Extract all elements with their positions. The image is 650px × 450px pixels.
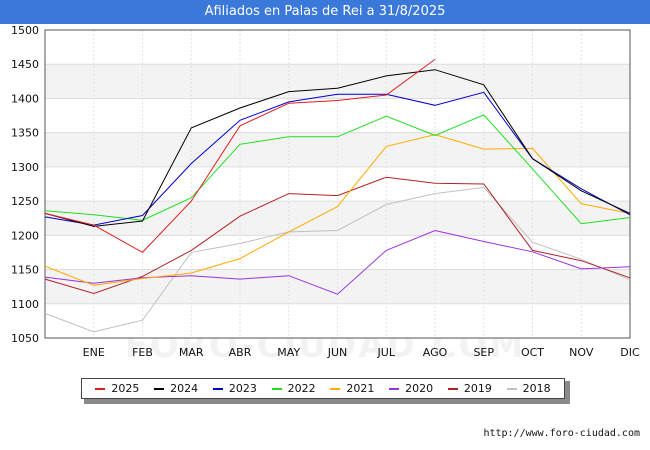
legend-label: 2021 <box>346 382 375 395</box>
legend-label: 2025 <box>111 382 140 395</box>
source-url: http://www.foro-ciudad.com <box>483 428 640 439</box>
legend-label: 2020 <box>405 382 434 395</box>
plot-frame <box>44 29 631 339</box>
legend-item-2018: 2018 <box>506 382 551 395</box>
legend-swatch <box>389 387 400 390</box>
y-tick-label: 1500 <box>11 24 39 37</box>
legend-swatch <box>506 387 517 390</box>
x-tick-label: AGO <box>423 346 448 359</box>
legend-swatch <box>212 387 223 390</box>
series-line-2025 <box>44 58 436 254</box>
grid-band <box>45 132 630 167</box>
x-tick-label: JUN <box>327 346 348 359</box>
x-tick-label: OCT <box>521 346 544 359</box>
legend-swatch <box>154 387 165 390</box>
y-tick-label: 1350 <box>11 127 39 140</box>
legend: 2025 2024 2023 2022 2021 2020 2019 2018 <box>81 378 565 399</box>
y-tick-label: 1050 <box>11 332 39 345</box>
x-tick-label: ABR <box>229 346 252 359</box>
x-tick-label: FEB <box>132 346 153 359</box>
y-tick-label: 1200 <box>11 229 39 242</box>
legend-item-2020: 2020 <box>389 382 433 395</box>
y-tick-label: 1450 <box>11 58 39 71</box>
legend-label: 2019 <box>463 382 492 395</box>
legend-item-2022: 2022 <box>271 382 316 395</box>
legend-swatch <box>330 387 341 390</box>
legend-swatch <box>271 387 282 390</box>
series-line-2020 <box>44 229 631 295</box>
x-tick-label: MAY <box>277 346 300 359</box>
grid-band <box>45 64 630 99</box>
legend-label: 2018 <box>522 382 551 395</box>
legend-label: 2022 <box>287 382 316 395</box>
x-tick-label: NOV <box>569 346 594 359</box>
y-tick-label: 1100 <box>11 298 39 311</box>
legend-item-2025: 2025 <box>95 382 139 395</box>
x-tick-label: SEP <box>473 346 494 359</box>
y-tick-label: 1150 <box>11 264 39 277</box>
x-tick-label: JUL <box>377 346 396 359</box>
x-tick-label: ENE <box>83 346 105 359</box>
legend-label: 2023 <box>228 382 257 395</box>
series-line-2019 <box>44 176 631 295</box>
legend-swatch <box>447 387 458 390</box>
chart-title: Afiliados en Palas de Rei a 31/8/2025 <box>0 0 650 24</box>
series-line-2018 <box>44 186 631 333</box>
series-line-2024 <box>44 69 631 227</box>
y-tick-label: 1400 <box>11 92 39 105</box>
legend-item-2021: 2021 <box>330 382 374 395</box>
legend-swatch <box>95 387 106 390</box>
y-tick-label: 1300 <box>11 161 39 174</box>
legend-item-2024: 2024 <box>154 382 198 395</box>
x-tick-label: DIC <box>620 346 640 359</box>
legend-item-2023: 2023 <box>212 382 257 395</box>
y-tick-label: 1250 <box>11 195 39 208</box>
series-line-2021 <box>44 134 631 286</box>
x-tick-label: MAR <box>179 346 204 359</box>
legend-item-2019: 2019 <box>447 382 492 395</box>
legend-label: 2024 <box>170 382 199 395</box>
